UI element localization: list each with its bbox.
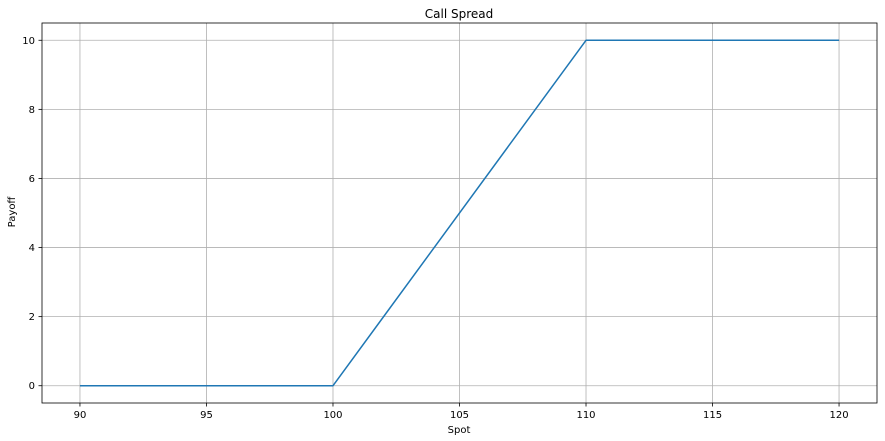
y-axis-label: Payoff (7, 196, 18, 228)
x-tick-label: 120 (829, 410, 848, 421)
y-tick-label: 10 (22, 36, 35, 47)
series-layer (79, 39, 840, 387)
y-axis-ticks: 0 2 4 6 8 10 (22, 36, 42, 392)
y-tick-label: 8 (29, 105, 35, 116)
x-tick-label: 100 (323, 410, 342, 421)
x-axis-ticks: 90 95 100 105 110 115 120 (74, 403, 849, 421)
series-line-0 (79, 39, 840, 387)
y-tick-label: 2 (29, 312, 35, 323)
x-tick-label: 110 (576, 410, 595, 421)
y-tick-label: 6 (29, 174, 35, 185)
x-tick-label: 115 (703, 410, 722, 421)
x-tick-label: 95 (200, 410, 213, 421)
x-tick-label: 90 (74, 410, 87, 421)
y-tick-label: 0 (29, 381, 35, 392)
y-tick-label: 4 (29, 243, 35, 254)
chart-title: Call Spread (425, 7, 493, 21)
x-tick-label: 105 (450, 410, 469, 421)
x-axis-label: Spot (448, 425, 471, 436)
